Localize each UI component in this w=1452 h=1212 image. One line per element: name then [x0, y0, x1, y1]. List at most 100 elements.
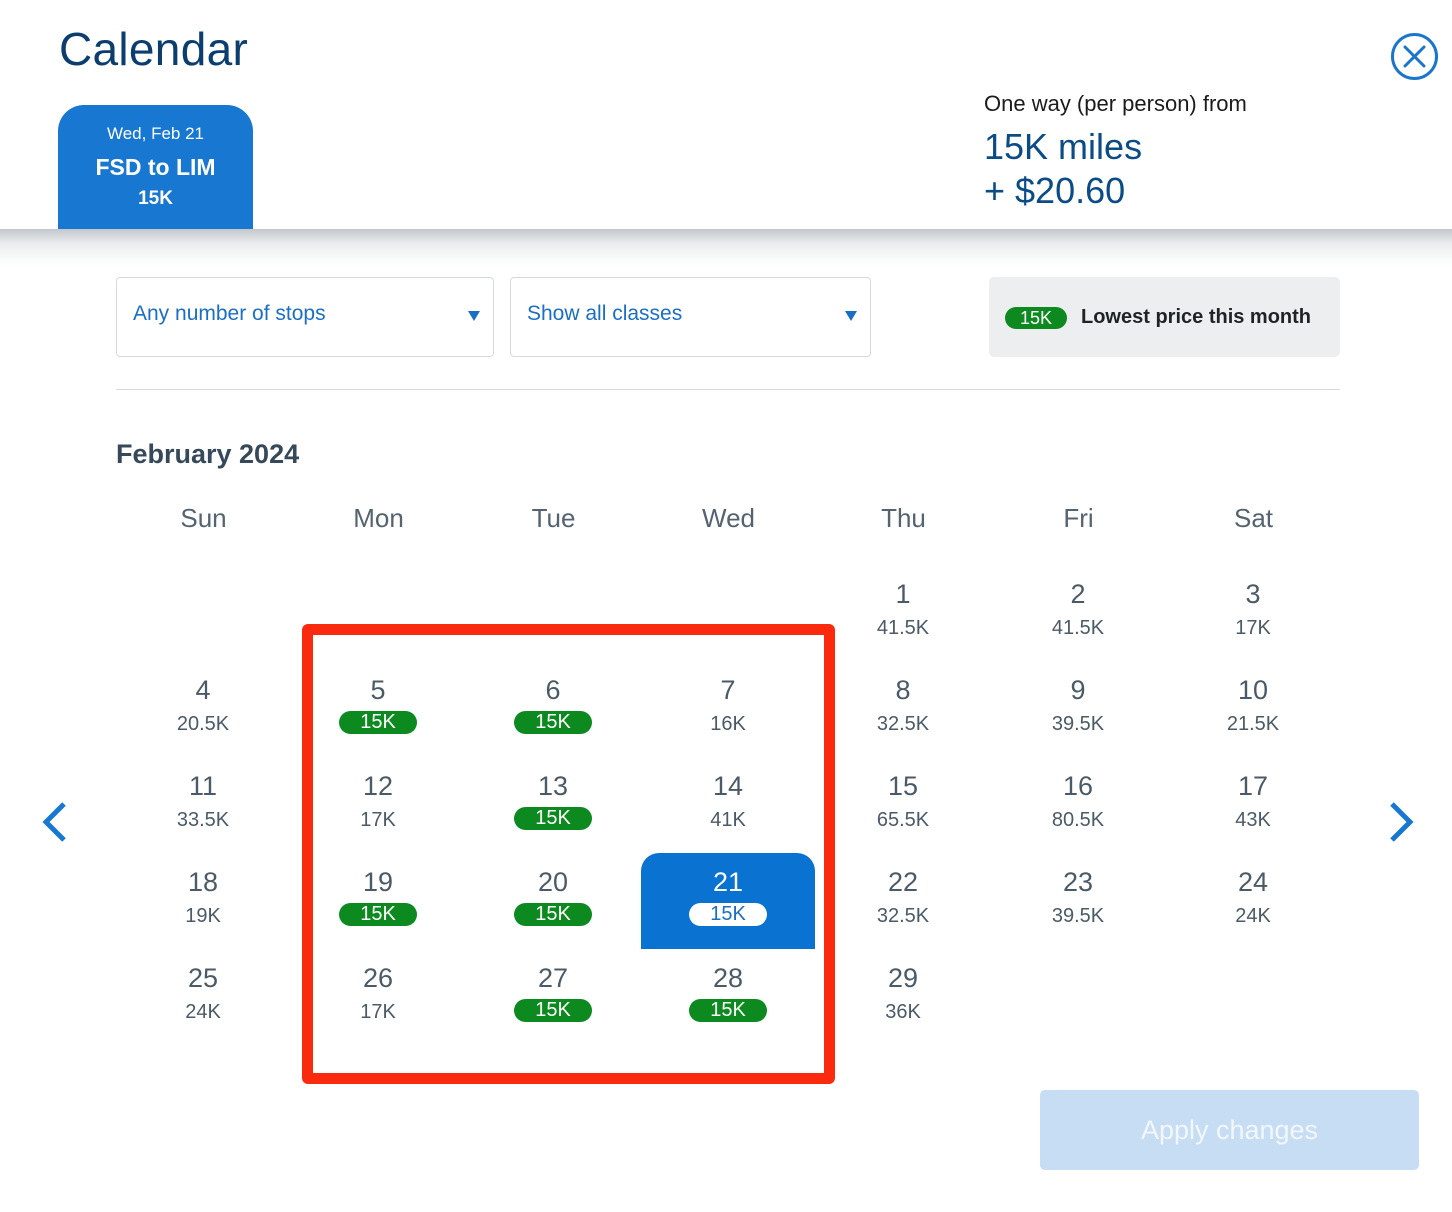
caret-down-icon: [468, 311, 480, 321]
calendar-day-12[interactable]: 12 17K: [291, 757, 465, 853]
day-price: 39.5K: [1051, 713, 1105, 735]
calendar-day-18[interactable]: 18 19K: [116, 853, 290, 949]
calendar-day-28[interactable]: 28 15K: [641, 949, 815, 1045]
lowest-price-pill: 15K: [514, 711, 592, 734]
day-price: 36K: [885, 1001, 921, 1023]
calendar-day-26[interactable]: 26 17K: [291, 949, 465, 1045]
weekday-sat: Sat: [1233, 503, 1274, 533]
day-price: 32.5K: [876, 905, 930, 927]
day-number: 3: [1245, 579, 1261, 609]
day-number: 8: [895, 675, 911, 705]
calendar-day-3[interactable]: 3 17K: [1166, 565, 1340, 661]
day-number: 11: [188, 771, 218, 801]
chevron-right-icon: [1390, 802, 1414, 842]
weekday-mon: Mon: [353, 503, 404, 533]
trip-price: 15K: [138, 188, 173, 209]
calendar-day-14[interactable]: 14 41K: [641, 757, 815, 853]
day-price: 43K: [1235, 809, 1271, 831]
day-number: 22: [887, 867, 919, 897]
weekday-header: Sun Mon Tue Wed Thu Fri Sat: [116, 503, 1340, 539]
day-price: 24K: [185, 1001, 221, 1023]
weekday-fri: Fri: [1063, 503, 1094, 533]
calendar-day-17[interactable]: 17 43K: [1166, 757, 1340, 853]
calendar-day-21[interactable]: 21 15K: [641, 853, 815, 949]
day-number: 23: [1062, 867, 1094, 897]
day-price: 65.5K: [876, 809, 930, 831]
stops-dropdown-value: Any number of stops: [133, 302, 326, 325]
calendar-day-20[interactable]: 20 15K: [466, 853, 640, 949]
classes-dropdown-value: Show all classes: [527, 302, 683, 325]
fare-cash: + $20.60: [984, 170, 1126, 211]
day-number: 19: [362, 867, 394, 897]
day-price: 41.5K: [1051, 617, 1105, 639]
lowest-price-pill: 15K: [514, 807, 592, 830]
day-number: 28: [712, 963, 744, 993]
legend-text: Lowest price this month: [1081, 306, 1312, 328]
day-number: 26: [362, 963, 394, 993]
calendar-day-19[interactable]: 19 15K: [291, 853, 465, 949]
lowest-price-pill: 15K: [339, 711, 417, 734]
next-month-button[interactable]: [1380, 797, 1420, 847]
calendar-day-7[interactable]: 7 16K: [641, 661, 815, 757]
day-number: 15: [887, 771, 919, 801]
calendar-day-23[interactable]: 23 39.5K: [991, 853, 1165, 949]
day-price: 17K: [360, 809, 396, 831]
trip-tab-fsd-lim[interactable]: Wed, Feb 21 FSD to LIM 15K: [58, 105, 253, 229]
trip-route: FSD to LIM: [95, 154, 216, 180]
lowest-price-pill: 15K: [689, 903, 767, 926]
day-price: 20.5K: [176, 713, 230, 735]
calendar-day-8[interactable]: 8 32.5K: [816, 661, 990, 757]
day-number: 13: [537, 771, 569, 801]
day-price: 41K: [710, 809, 746, 831]
day-price: 17K: [1235, 617, 1271, 639]
weekday-wed: Wed: [702, 503, 755, 533]
divider: [116, 389, 1340, 390]
calendar-day-16[interactable]: 16 80.5K: [991, 757, 1165, 853]
calendar-day-1[interactable]: 1 41.5K: [816, 565, 990, 661]
calendar-day-11[interactable]: 11 33.5K: [116, 757, 290, 853]
calendar-day-22[interactable]: 22 32.5K: [816, 853, 990, 949]
day-number: 21: [712, 867, 744, 897]
lowest-price-pill: 15K: [514, 903, 592, 926]
calendar-day-29[interactable]: 29 36K: [816, 949, 990, 1045]
lowest-price-pill: 15K: [514, 999, 592, 1022]
calendar-day-13[interactable]: 13 15K: [466, 757, 640, 853]
trip-date: Wed, Feb 21: [106, 124, 205, 143]
day-number: 29: [887, 963, 919, 993]
close-button[interactable]: [1391, 33, 1438, 80]
day-number: 7: [720, 675, 736, 705]
weekday-tue: Tue: [531, 503, 576, 533]
calendar-day-24[interactable]: 24 24K: [1166, 853, 1340, 949]
calendar-day-6[interactable]: 6 15K: [466, 661, 640, 757]
day-price: 39.5K: [1051, 905, 1105, 927]
day-number: 14: [712, 771, 744, 801]
calendar-day-27[interactable]: 27 15K: [466, 949, 640, 1045]
lowest-price-pill: 15K: [339, 903, 417, 926]
day-number: 20: [537, 867, 569, 897]
previous-month-button[interactable]: [36, 797, 76, 847]
fare-miles: 15K miles: [984, 126, 1143, 167]
header-shadow: [0, 229, 1452, 269]
lowest-price-pill: 15K: [689, 999, 767, 1022]
classes-dropdown[interactable]: Show all classes: [510, 277, 871, 357]
day-number: 1: [895, 579, 911, 609]
calendar-day-5[interactable]: 5 15K: [291, 661, 465, 757]
stops-dropdown[interactable]: Any number of stops: [116, 277, 494, 357]
day-number: 12: [362, 771, 394, 801]
calendar-day-2[interactable]: 2 41.5K: [991, 565, 1165, 661]
calendar-day-15[interactable]: 15 65.5K: [816, 757, 990, 853]
calendar-day-25[interactable]: 25 24K: [116, 949, 290, 1045]
day-price: 80.5K: [1051, 809, 1105, 831]
calendar-day-9[interactable]: 9 39.5K: [991, 661, 1165, 757]
day-number: 16: [1062, 771, 1094, 801]
fare-summary: One way (per person) from 15K miles + $2…: [984, 91, 1247, 213]
calendar-day-10[interactable]: 10 21.5K: [1166, 661, 1340, 757]
apply-changes-button[interactable]: Apply changes: [1040, 1090, 1419, 1170]
day-number: 10: [1237, 675, 1269, 705]
caret-down-icon: [845, 311, 857, 321]
calendar-day-4[interactable]: 4 20.5K: [116, 661, 290, 757]
day-number: 25: [187, 963, 219, 993]
lowest-price-pill: 15K: [1005, 307, 1067, 329]
day-price: 21.5K: [1226, 713, 1280, 735]
day-number: 9: [1070, 675, 1086, 705]
